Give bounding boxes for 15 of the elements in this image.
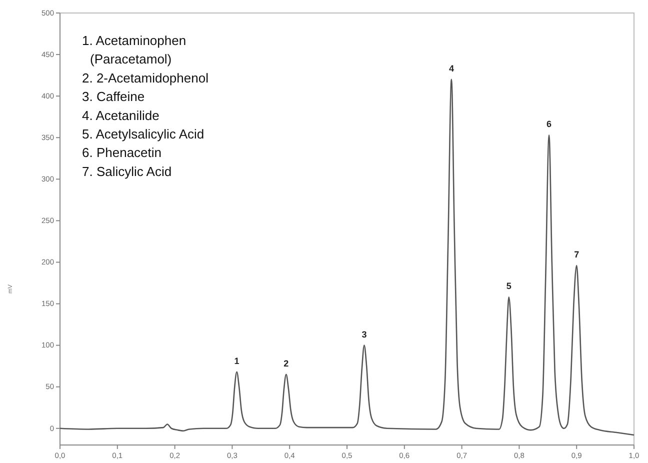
annotation: 4. Acetanilide [82,108,160,123]
annotation: 1. Acetaminophen [82,33,186,48]
annotation: 5. Acetylsalicylic Acid [82,126,204,142]
annotation: 7 [574,250,580,260]
annotation: 2. 2-Acetamidophenol [82,70,209,86]
annotation: 3 [362,329,367,340]
annotation: 3. Caffeine [82,89,145,104]
annotation: 4 [448,63,454,74]
annotation: 7. Salicylic Acid [82,164,172,179]
annotation: 5 [506,281,512,292]
annotation: (Paracetamol) [90,52,172,67]
annotation: 1 [234,356,240,366]
annotation: 6. Phenacetin [82,145,162,160]
annotation: 2 [284,358,289,368]
annotation: 6 [546,119,552,130]
